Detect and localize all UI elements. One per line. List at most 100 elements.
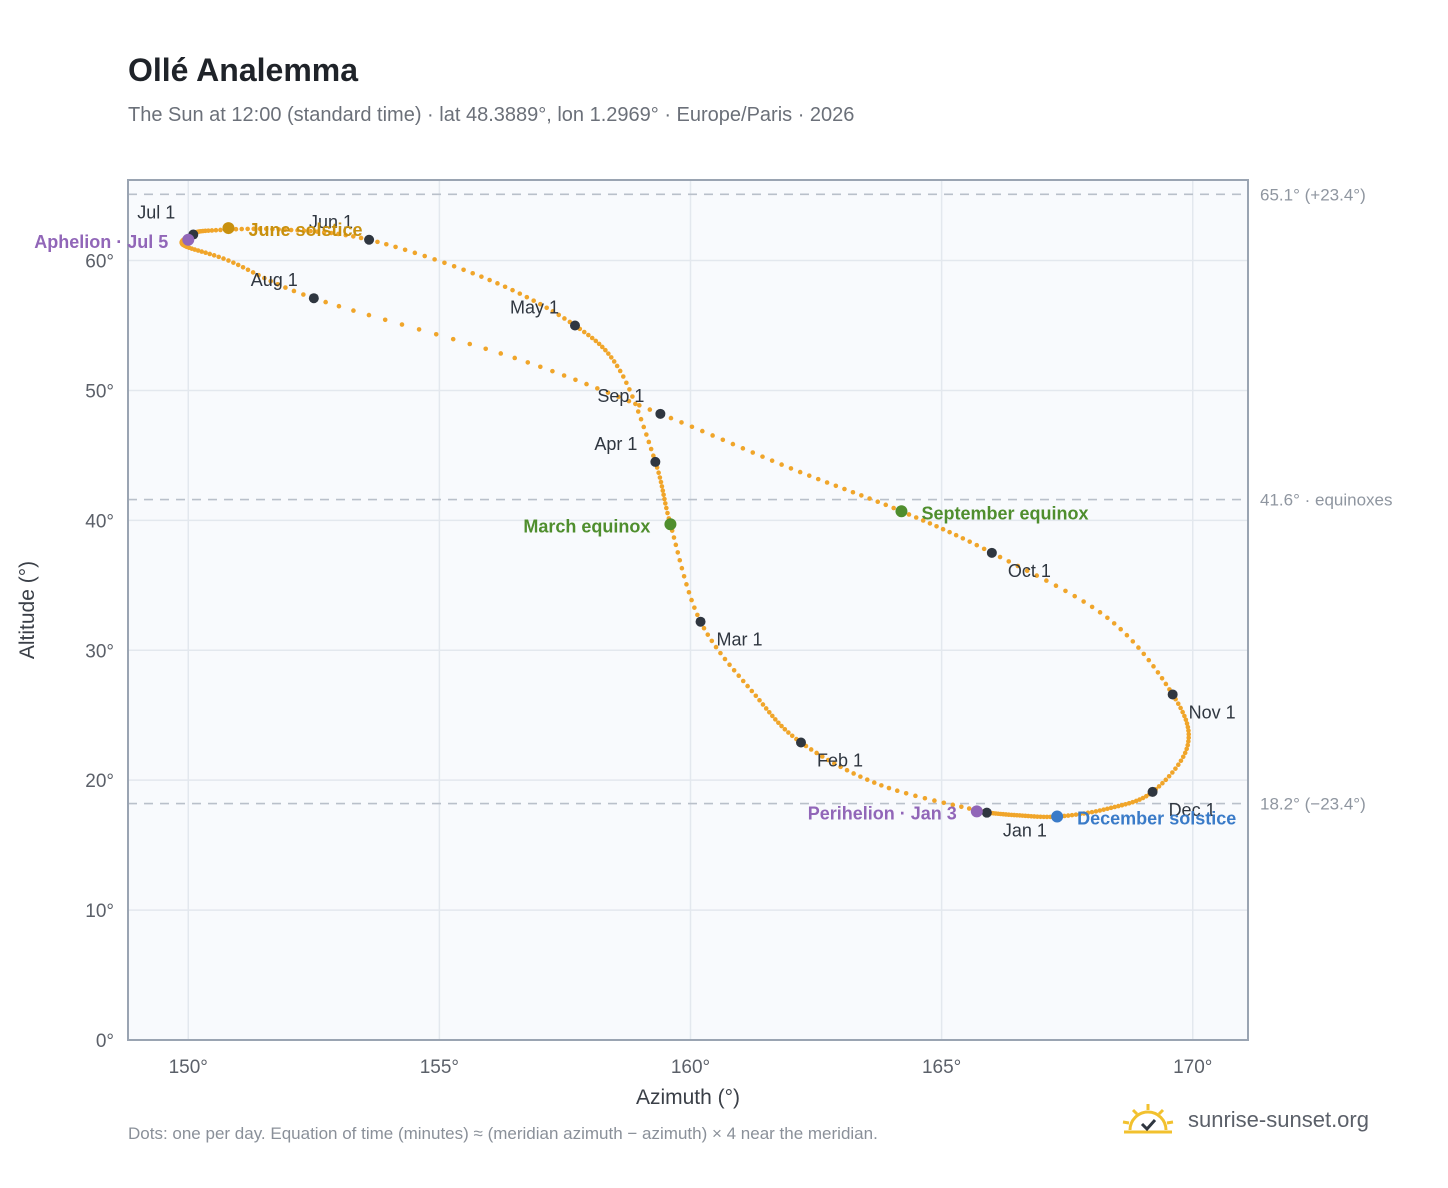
daily-sun-dot	[1124, 632, 1130, 638]
daily-sun-dot	[626, 398, 632, 404]
daily-sun-dot	[245, 267, 251, 273]
daily-sun-dot	[512, 355, 518, 361]
month-marker	[981, 807, 992, 818]
month-label: Feb 1	[817, 751, 863, 771]
daily-sun-dot	[1069, 812, 1075, 818]
daily-sun-dot	[871, 780, 877, 785]
daily-sun-dot	[487, 277, 492, 283]
daily-sun-dot	[679, 420, 684, 425]
daily-sun-dot	[766, 709, 772, 715]
daily-sun-dot	[718, 650, 723, 656]
daily-sun-dot	[384, 241, 389, 247]
daily-sun-dot	[832, 761, 837, 766]
daily-sun-dot	[1163, 681, 1169, 687]
daily-sun-dot	[544, 305, 549, 311]
daily-sun-dot	[442, 260, 447, 266]
event-marker	[664, 518, 677, 531]
daily-sun-dot	[550, 309, 556, 314]
daily-sun-dot	[1097, 808, 1103, 813]
daily-sun-dot	[1160, 780, 1165, 786]
daily-sun-dot	[1184, 746, 1189, 752]
daily-sun-dot	[920, 518, 926, 523]
daily-sun-dot	[1180, 754, 1186, 760]
daily-sun-dot	[416, 327, 422, 332]
x-tick-label: 165°	[922, 1057, 961, 1078]
daily-sun-dot	[537, 301, 543, 307]
daily-sun-dot	[301, 228, 307, 234]
month-marker	[1147, 786, 1158, 797]
daily-sun-dot	[1015, 563, 1021, 569]
daily-sun-dot	[288, 227, 294, 233]
y-tick-label: 10°	[85, 901, 114, 922]
daily-sun-dot	[323, 299, 328, 305]
daily-sun-dot	[1182, 750, 1188, 756]
daily-sun-dot	[620, 374, 626, 379]
daily-sun-dot	[1133, 798, 1139, 804]
brand[interactable]: sunrise-sunset.org	[1120, 1102, 1369, 1138]
daily-sun-dot	[815, 476, 821, 482]
daily-sun-dot	[1081, 599, 1086, 604]
daily-sun-dot	[763, 706, 769, 711]
event-marker	[895, 505, 908, 518]
daily-sun-dot	[700, 428, 705, 434]
daily-sun-dot	[842, 486, 847, 492]
y-tick-label: 50°	[85, 381, 114, 402]
daily-sun-dot	[1101, 807, 1106, 812]
daily-sun-dot	[1111, 621, 1117, 626]
daily-sun-dot	[665, 510, 670, 516]
daily-sun-dot	[906, 512, 912, 517]
daily-sun-dot	[586, 332, 591, 338]
daily-sun-dot	[596, 341, 602, 347]
daily-sun-dot	[891, 505, 896, 511]
daily-sun-dot	[295, 228, 300, 233]
daily-sun-dot	[1186, 735, 1191, 741]
daily-sun-dot	[573, 377, 578, 383]
daily-sun-dot	[686, 589, 692, 595]
daily-sun-dot	[1073, 812, 1079, 817]
daily-sun-dot	[1180, 709, 1185, 715]
daily-sun-dot	[510, 287, 515, 293]
daily-sun-dot	[251, 226, 257, 232]
daily-sun-dot	[851, 771, 856, 776]
daily-sun-dot	[903, 790, 909, 796]
daily-sun-dot	[605, 390, 611, 395]
daily-sun-dot	[432, 257, 437, 262]
reference-line-label: 41.6° · equinoxes	[1260, 491, 1393, 510]
daily-sun-dot	[864, 777, 870, 782]
daily-sun-dot	[679, 565, 685, 571]
month-label: Jun 1	[309, 212, 353, 232]
daily-sun-dot	[681, 573, 687, 579]
daily-sun-dot	[1141, 651, 1147, 657]
brand-name: sunrise-sunset.org	[1188, 1107, 1369, 1132]
daily-sun-dot	[950, 802, 956, 808]
daily-sun-dot	[1112, 804, 1118, 810]
daily-sun-dot	[913, 515, 919, 520]
daily-sun-dot	[231, 260, 236, 265]
daily-sun-dot	[393, 244, 398, 250]
daily-sun-dot	[351, 234, 356, 239]
daily-sun-dot	[483, 346, 489, 352]
daily-sun-dot	[1176, 762, 1181, 768]
daily-sun-dot	[461, 267, 466, 273]
daily-sun-dot	[1093, 809, 1099, 814]
event-marker	[222, 222, 235, 235]
daily-sun-dot	[422, 253, 428, 259]
daily-sun-dot	[692, 605, 697, 610]
y-tick-label: 0°	[96, 1031, 114, 1052]
daily-sun-dot	[433, 331, 439, 337]
daily-sun-dot	[760, 702, 766, 707]
month-label: Oct 1	[1008, 561, 1051, 581]
daily-sun-dot	[1034, 573, 1040, 578]
daily-sun-dot	[1126, 800, 1132, 806]
daily-sun-dot	[940, 526, 946, 532]
daily-sun-dot	[1130, 639, 1136, 644]
daily-sun-dot	[1089, 809, 1095, 815]
y-tick-label: 60°	[85, 252, 114, 273]
daily-sun-dot	[661, 492, 666, 498]
daily-sun-dot	[659, 484, 665, 489]
daily-sun-dot	[517, 291, 523, 296]
daily-sun-dot	[657, 475, 663, 480]
daily-sun-dot	[695, 612, 700, 618]
daily-sun-dot	[677, 557, 683, 563]
